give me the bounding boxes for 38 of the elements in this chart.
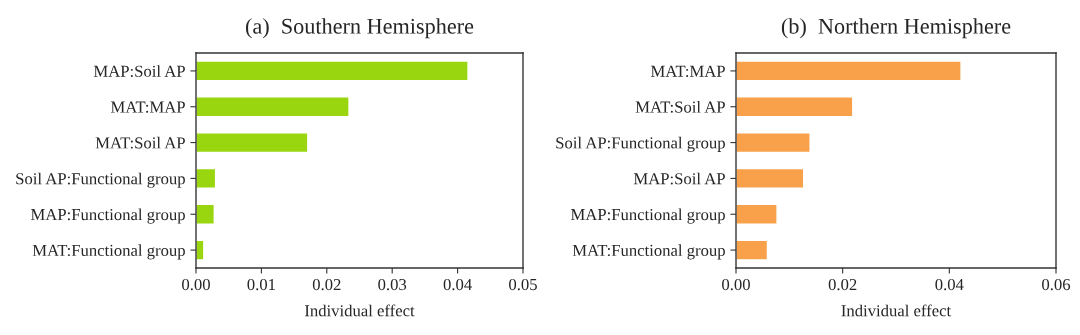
bar (196, 167, 217, 189)
y-tick-label: Soil AP:Functional group (16, 172, 185, 188)
bar (196, 203, 216, 225)
bar (736, 239, 769, 261)
x-tick-label: 0.04 (443, 278, 472, 291)
bar (736, 96, 854, 118)
bar (736, 203, 778, 225)
x-tick-label: 0.01 (247, 278, 275, 291)
x-tick-label: 0.02 (828, 278, 857, 291)
bar (196, 132, 309, 154)
x-tick-label: 0.04 (935, 278, 964, 291)
bar (196, 60, 469, 82)
bar (196, 96, 350, 118)
x-tick-label: 0.00 (182, 278, 210, 291)
bar (736, 167, 805, 189)
y-tick-label: Soil AP:Functional group (556, 136, 725, 152)
y-tick-label: MAT:Functional group (32, 244, 185, 260)
bar (736, 132, 811, 154)
y-tick-label: MAP:Soil AP (633, 172, 725, 185)
y-tick-label: MAT:Soil AP (95, 136, 185, 149)
bar (196, 239, 205, 261)
y-tick-label: MAP:Soil AP (93, 65, 185, 77)
y-tick-label: MAP:Functional group (570, 208, 725, 224)
y-tick-label: MAT:Soil AP (635, 100, 725, 113)
y-tick-label: MAP:Functional group (30, 208, 185, 224)
x-axis-title: Individual effect (304, 304, 415, 317)
chart-title: (a) Southern Hemisphere (246, 18, 474, 39)
x-tick-label: 0.05 (509, 278, 537, 291)
y-tick-label: MAT:MAP (650, 65, 725, 77)
x-tick-label: 0.03 (378, 278, 407, 291)
x-tick-label: 0.00 (722, 278, 750, 291)
bar (736, 60, 962, 82)
x-axis-title: Individual effect (841, 304, 952, 317)
y-tick-label: MAT:MAP (110, 101, 185, 113)
x-tick-label: 0.06 (1042, 278, 1071, 291)
chart-title: (b) Northern Hemisphere (781, 18, 1011, 39)
y-tick-label: MAT:Functional group (572, 244, 725, 260)
x-tick-label: 0.02 (312, 278, 341, 291)
